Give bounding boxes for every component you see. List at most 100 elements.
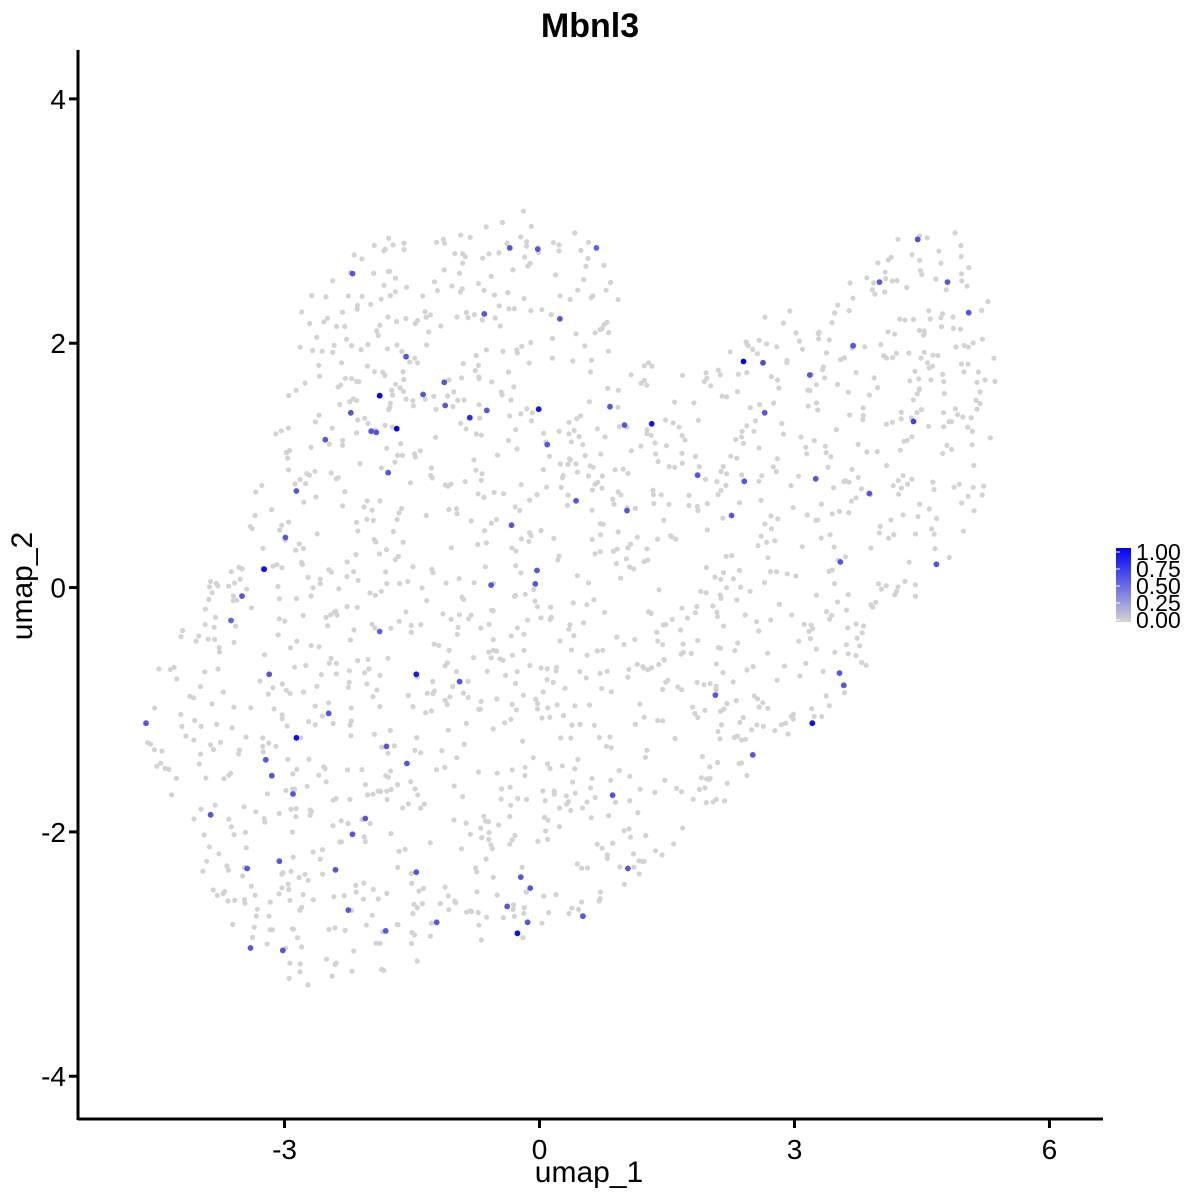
cell-point xyxy=(950,325,957,331)
cell-point xyxy=(478,477,484,483)
cell-point xyxy=(544,677,550,683)
cell-point xyxy=(930,352,936,358)
cell-point xyxy=(361,834,367,840)
y-tick-label: -2 xyxy=(41,817,66,848)
cell-point xyxy=(286,975,292,982)
cell-point xyxy=(343,336,350,342)
cell-point xyxy=(690,704,696,710)
cell-point xyxy=(521,905,527,911)
cell-point xyxy=(845,591,851,598)
cell-point xyxy=(606,330,612,336)
cell-point xyxy=(216,649,223,655)
cell-point xyxy=(306,756,312,762)
cell-point xyxy=(718,487,724,493)
cell-point xyxy=(545,836,551,843)
cell-point xyxy=(405,578,411,585)
expressing-cell-point xyxy=(517,874,524,880)
cell-point xyxy=(918,407,925,413)
cell-point xyxy=(646,360,652,366)
cell-point xyxy=(459,594,465,600)
cell-point xyxy=(585,255,591,261)
cell-point xyxy=(423,710,429,716)
cell-point xyxy=(873,599,879,605)
cell-point xyxy=(895,477,901,484)
cell-point xyxy=(827,532,833,538)
cell-point xyxy=(569,722,575,728)
cell-point xyxy=(461,741,467,748)
cell-point xyxy=(931,486,937,493)
cell-point xyxy=(434,288,440,294)
cell-point xyxy=(960,528,967,534)
cell-point xyxy=(661,517,667,523)
cell-point xyxy=(481,287,487,293)
cell-point xyxy=(331,342,337,348)
cell-point xyxy=(578,413,584,419)
cell-point xyxy=(285,756,291,762)
cell-point xyxy=(584,799,590,805)
cell-point xyxy=(484,914,490,920)
cell-point xyxy=(776,601,782,608)
cell-point xyxy=(686,492,692,499)
cell-point xyxy=(644,382,650,388)
cell-point xyxy=(289,926,296,932)
expressing-cell-point xyxy=(840,682,847,689)
cell-point xyxy=(614,634,620,640)
cell-point xyxy=(780,431,787,437)
cell-point xyxy=(259,482,265,489)
cell-point xyxy=(275,632,281,638)
cell-point xyxy=(454,314,460,320)
cell-point xyxy=(456,612,462,618)
cell-point xyxy=(747,588,753,595)
cell-point xyxy=(553,664,560,670)
cell-point xyxy=(489,846,495,852)
cell-point xyxy=(912,368,918,374)
cell-point xyxy=(345,820,351,827)
cell-point xyxy=(482,818,489,824)
cell-point xyxy=(337,839,343,845)
cell-point xyxy=(387,400,394,406)
cell-point xyxy=(323,779,329,785)
cell-point xyxy=(508,397,514,403)
cell-point xyxy=(944,442,950,448)
cell-point xyxy=(519,864,525,871)
cell-point xyxy=(714,609,720,615)
cell-point xyxy=(915,513,921,520)
cell-point xyxy=(914,410,920,416)
expressing-cell-point xyxy=(535,406,542,413)
cell-point xyxy=(871,375,877,381)
cell-point xyxy=(183,733,189,739)
cell-point xyxy=(906,350,912,356)
cell-point xyxy=(868,602,874,608)
cell-point xyxy=(389,424,395,430)
cell-point xyxy=(845,389,852,395)
cell-point xyxy=(353,552,359,558)
cell-point xyxy=(384,445,390,451)
cell-point xyxy=(371,731,377,737)
cell-point xyxy=(330,349,336,355)
cell-point xyxy=(265,691,271,697)
chart-title: Mbnl3 xyxy=(541,7,639,45)
cell-point xyxy=(987,435,994,441)
cell-point xyxy=(541,814,548,820)
cell-point xyxy=(966,265,972,271)
cell-point xyxy=(695,714,701,721)
cell-point xyxy=(520,738,526,744)
cell-point xyxy=(524,796,530,803)
cell-point xyxy=(715,728,721,735)
cell-point xyxy=(768,374,775,380)
cell-point xyxy=(641,363,647,369)
cell-point xyxy=(868,545,874,551)
cell-point xyxy=(589,775,595,782)
cell-point xyxy=(420,293,426,299)
expressing-cell-point xyxy=(580,913,586,920)
cell-point xyxy=(912,531,919,537)
cell-point xyxy=(590,464,596,470)
y-tick-label: 0 xyxy=(50,573,66,604)
cell-point xyxy=(628,372,634,378)
cell-point xyxy=(414,735,420,741)
cell-point xyxy=(193,638,199,644)
cell-point xyxy=(254,906,260,912)
cell-point xyxy=(242,900,248,906)
cell-point xyxy=(482,564,488,570)
cell-point xyxy=(555,557,561,563)
